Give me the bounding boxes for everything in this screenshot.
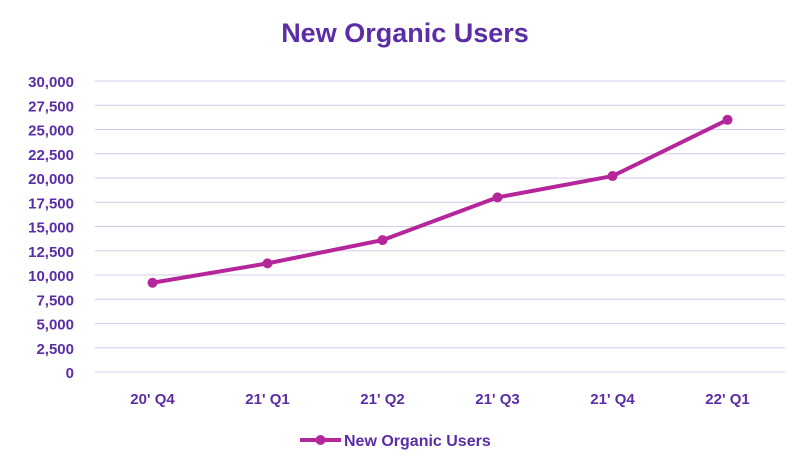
y-tick-label: 7,500 (36, 292, 74, 309)
data-point (722, 114, 733, 125)
series-line (150, 117, 730, 285)
data-point (262, 258, 273, 269)
y-tick-label: 17,500 (28, 195, 74, 212)
x-tick-label: 20' Q4 (130, 391, 175, 408)
y-tick-label: 12,500 (28, 244, 74, 261)
x-tick-label: 21' Q2 (360, 391, 404, 408)
legend: New Organic Users (300, 433, 491, 450)
series-points (147, 114, 733, 288)
y-axis-tick-labels: 0 2,500 5,000 7,500 10,000 12,500 15,000 17,500… (28, 74, 74, 382)
legend-label: New Organic Users (344, 433, 491, 450)
data-point (492, 192, 503, 203)
x-tick-label: 21' Q3 (475, 391, 519, 408)
y-tick-label: 27,500 (28, 98, 74, 115)
y-tick-label: 15,000 (28, 220, 74, 237)
chart-title: New Organic Users (281, 18, 529, 48)
series-lines (150, 117, 730, 285)
data-point (377, 235, 388, 246)
data-point (147, 277, 158, 288)
y-tick-label: 22,500 (28, 147, 74, 164)
y-tick-label: 2,500 (36, 341, 74, 358)
y-tick-label: 20,000 (28, 171, 74, 188)
gridlines (95, 80, 785, 373)
y-tick-label: 0 (66, 365, 74, 382)
x-tick-label: 21' Q4 (590, 391, 635, 408)
x-tick-label: 22' Q1 (705, 391, 749, 408)
legend-marker (315, 435, 326, 445)
x-axis-tick-labels: 20' Q4 21' Q1 21' Q2 21' Q3 21' Q4 22' Q1 (130, 391, 749, 408)
x-tick-label: 21' Q1 (245, 391, 289, 408)
y-tick-label: 25,000 (28, 123, 74, 140)
y-tick-label: 5,000 (36, 317, 74, 334)
y-tick-label: 30,000 (28, 74, 74, 91)
data-point (607, 171, 618, 182)
y-tick-label: 10,000 (28, 268, 74, 285)
